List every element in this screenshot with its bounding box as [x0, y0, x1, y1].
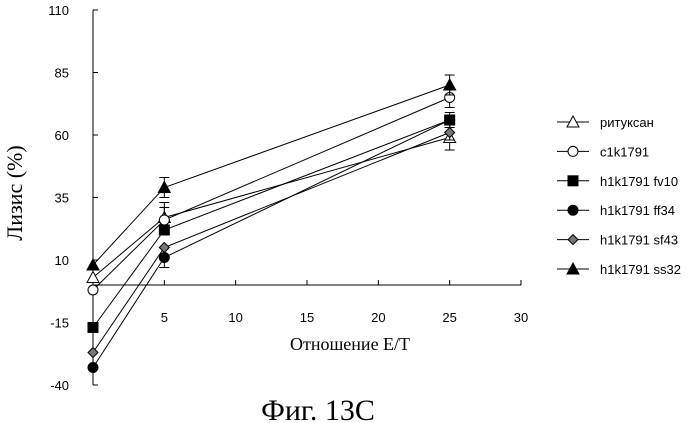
data-point	[445, 128, 455, 138]
y-tick-label: 35	[55, 191, 69, 206]
x-tick-label: 20	[371, 310, 385, 325]
data-point	[88, 285, 98, 295]
legend-label: h1k1791 fv10	[600, 174, 678, 189]
y-tick-label: 10	[55, 253, 69, 268]
y-tick-label: -15	[50, 316, 69, 331]
data-point	[88, 323, 98, 333]
x-tick-label: 10	[228, 310, 242, 325]
data-point	[159, 253, 169, 263]
x-axis-title: Отношение E/T	[290, 334, 410, 354]
data-point	[444, 79, 456, 90]
figure-caption: Фиг. 13C	[261, 394, 375, 423]
data-point	[445, 115, 455, 125]
data-point	[159, 243, 169, 253]
legend-label: c1k1791	[600, 144, 649, 159]
x-tick-label: 15	[300, 310, 314, 325]
series-line	[93, 133, 450, 353]
legend-item: h1k1791 fv10	[557, 174, 678, 189]
legend-marker	[568, 205, 578, 215]
y-tick-label: 85	[55, 66, 69, 81]
legend-label: h1k1791 sf43	[600, 233, 678, 248]
data-point	[159, 215, 169, 225]
data-point	[88, 363, 98, 373]
y-tick-label: 60	[55, 128, 69, 143]
series-2	[88, 115, 455, 333]
x-tick-label: 5	[161, 310, 168, 325]
legend-item: h1k1791 ss32	[557, 262, 681, 277]
x-tick-label: 30	[514, 310, 528, 325]
data-point	[159, 225, 169, 235]
legend-item: ритуксан	[557, 115, 654, 130]
data-point	[158, 182, 170, 193]
x-tick-label: 25	[442, 310, 456, 325]
legend-marker	[568, 176, 578, 186]
y-axis-title: Лизис (%)	[2, 145, 27, 240]
legend-marker	[568, 146, 578, 156]
series-1	[88, 88, 455, 296]
y-tick-label: 110	[48, 3, 69, 18]
legend-label: ритуксан	[600, 115, 654, 130]
legend: ритуксан c1k1791 h1k1791 fv10 h1k1791 ff34 h…	[557, 115, 681, 277]
y-tick-label: -40	[50, 378, 69, 393]
legend-label: h1k1791 ss32	[600, 262, 681, 277]
series-line	[93, 98, 450, 291]
series-line	[93, 120, 450, 328]
series-layer	[87, 75, 456, 373]
data-point	[87, 272, 99, 283]
data-point	[88, 348, 98, 358]
series-5	[87, 75, 456, 270]
legend-marker	[568, 235, 578, 245]
legend-label: h1k1791 ff34	[600, 203, 675, 218]
legend-item: h1k1791 ff34	[557, 203, 675, 218]
legend-item: c1k1791	[557, 144, 649, 159]
legend-item: h1k1791 sf43	[557, 233, 678, 248]
series-line	[93, 120, 450, 368]
